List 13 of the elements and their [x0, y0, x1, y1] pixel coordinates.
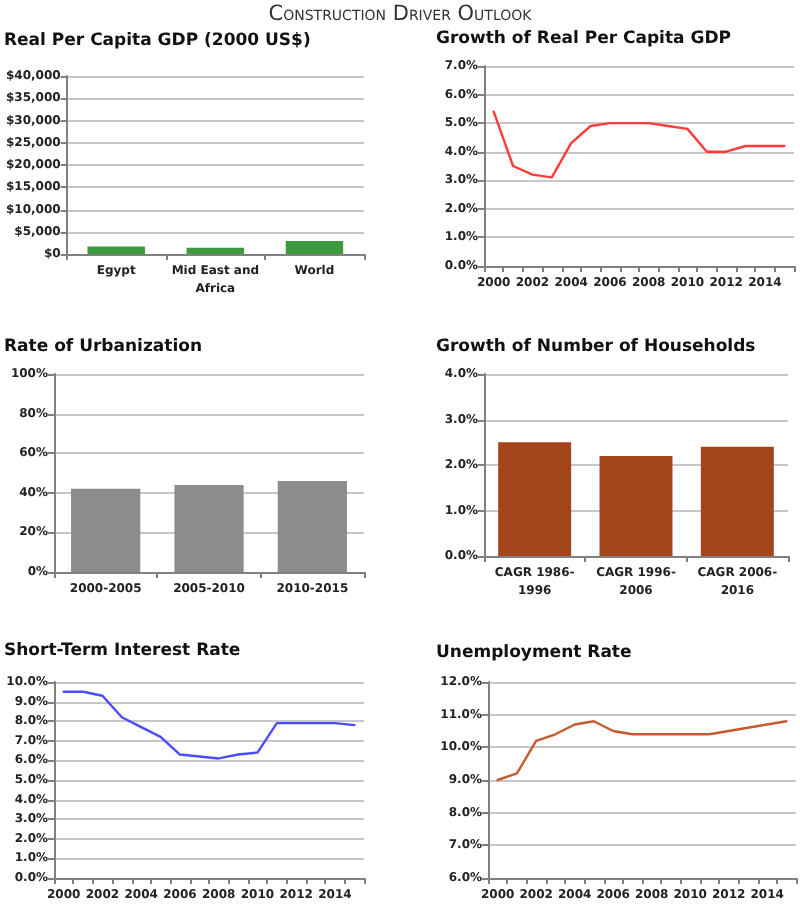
chart-title: Short-Term Interest Rate	[4, 641, 241, 661]
line-series	[492, 110, 786, 179]
chart-title: Growth of Number of Households	[436, 337, 756, 357]
bar	[498, 442, 572, 556]
chart-title: Rate of Urbanization	[4, 337, 202, 357]
bar	[599, 455, 673, 556]
bar	[700, 446, 774, 556]
text: Construction Driver Outlook	[266, 2, 534, 26]
chart-title: Unemployment Rate	[436, 643, 632, 663]
line-series	[62, 690, 356, 760]
chart-title: Growth of Real Per Capita GDP	[436, 29, 731, 49]
chart-title: Real Per Capita GDP (2000 US$)	[4, 31, 311, 51]
line-series	[496, 720, 788, 782]
